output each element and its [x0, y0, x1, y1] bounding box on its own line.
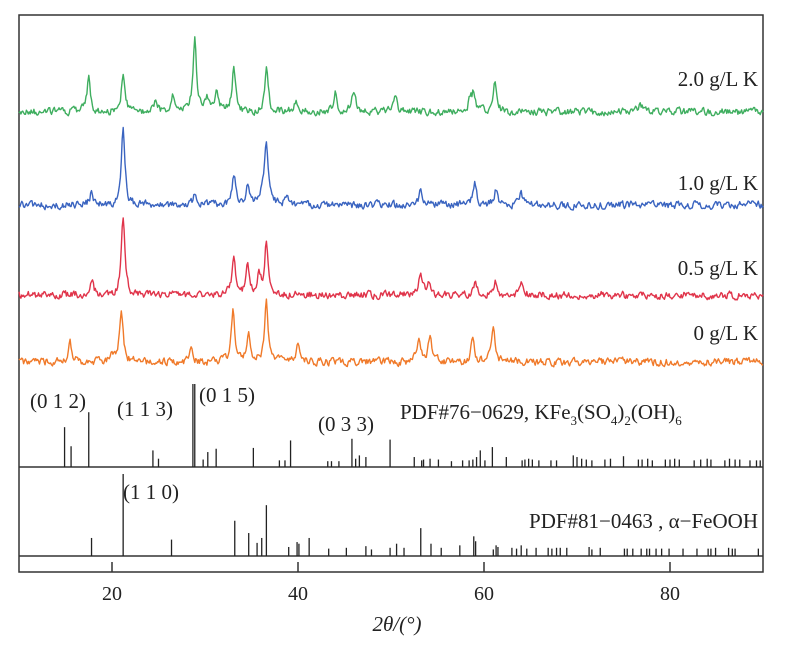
hkl-label-033: (0 3 3)	[318, 412, 374, 436]
x-tick-label: 20	[102, 583, 122, 605]
reference-label-goethite: PDF#81−0463 , α−FeOOH	[529, 509, 758, 533]
series-label-0.5: 0.5 g/L K	[678, 256, 758, 280]
series-line	[18, 217, 764, 301]
hkl-label-113: (1 1 3)	[117, 397, 173, 421]
series-line	[18, 36, 764, 117]
series-line	[18, 298, 764, 368]
reference-sticks-layer	[63, 384, 761, 556]
hkl-label-012: (0 1 2)	[30, 389, 86, 413]
series-label-1.0: 1.0 g/L K	[678, 171, 758, 195]
series-line	[18, 126, 764, 211]
x-axis-title: 2θ/(°)	[372, 612, 421, 636]
x-axis: 20 40 60 80	[102, 562, 680, 605]
series-label-0: 0 g/L K	[693, 321, 758, 345]
x-tick-label: 40	[288, 583, 308, 605]
hkl-label-015: (0 1 5)	[199, 383, 255, 407]
x-tick-label: 80	[660, 583, 680, 605]
x-tick-label: 60	[474, 583, 494, 605]
reference-label-jarosite: PDF#76−0629, KFe3(SO4)2(OH)6	[400, 400, 682, 428]
series-label-2.0: 2.0 g/L K	[678, 67, 758, 91]
hkl-label-110: (1 1 0)	[123, 480, 179, 504]
series-layer	[18, 36, 764, 368]
